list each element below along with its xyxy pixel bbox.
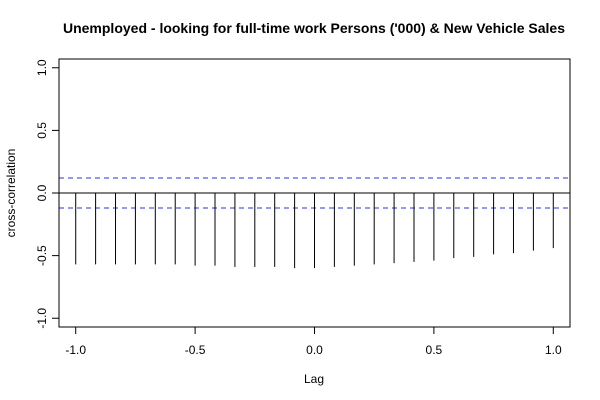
y-tick-label: 1.0 <box>35 59 49 76</box>
chart-title: Unemployed - looking for full-time work … <box>63 20 565 36</box>
y-tick-label: 0.5 <box>35 122 49 139</box>
correlation-bars <box>75 193 554 269</box>
y-axis-label: cross-correlation <box>4 149 18 238</box>
x-tick-label: -0.5 <box>185 343 206 357</box>
x-tick-label: 0.5 <box>426 343 443 357</box>
x-axis: -1.0 -0.5 0.0 0.5 1.0 <box>65 326 562 357</box>
y-tick-label: -1.0 <box>35 308 49 329</box>
x-axis-label: Lag <box>304 372 324 386</box>
y-axis: -1.0 -0.5 0.0 0.5 1.0 <box>35 59 60 329</box>
x-tick-label: 1.0 <box>545 343 562 357</box>
y-tick-label: 0.0 <box>35 184 49 201</box>
x-tick-label: -1.0 <box>65 343 86 357</box>
x-tick-label: 0.0 <box>306 343 323 357</box>
y-tick-label: -0.5 <box>35 245 49 266</box>
